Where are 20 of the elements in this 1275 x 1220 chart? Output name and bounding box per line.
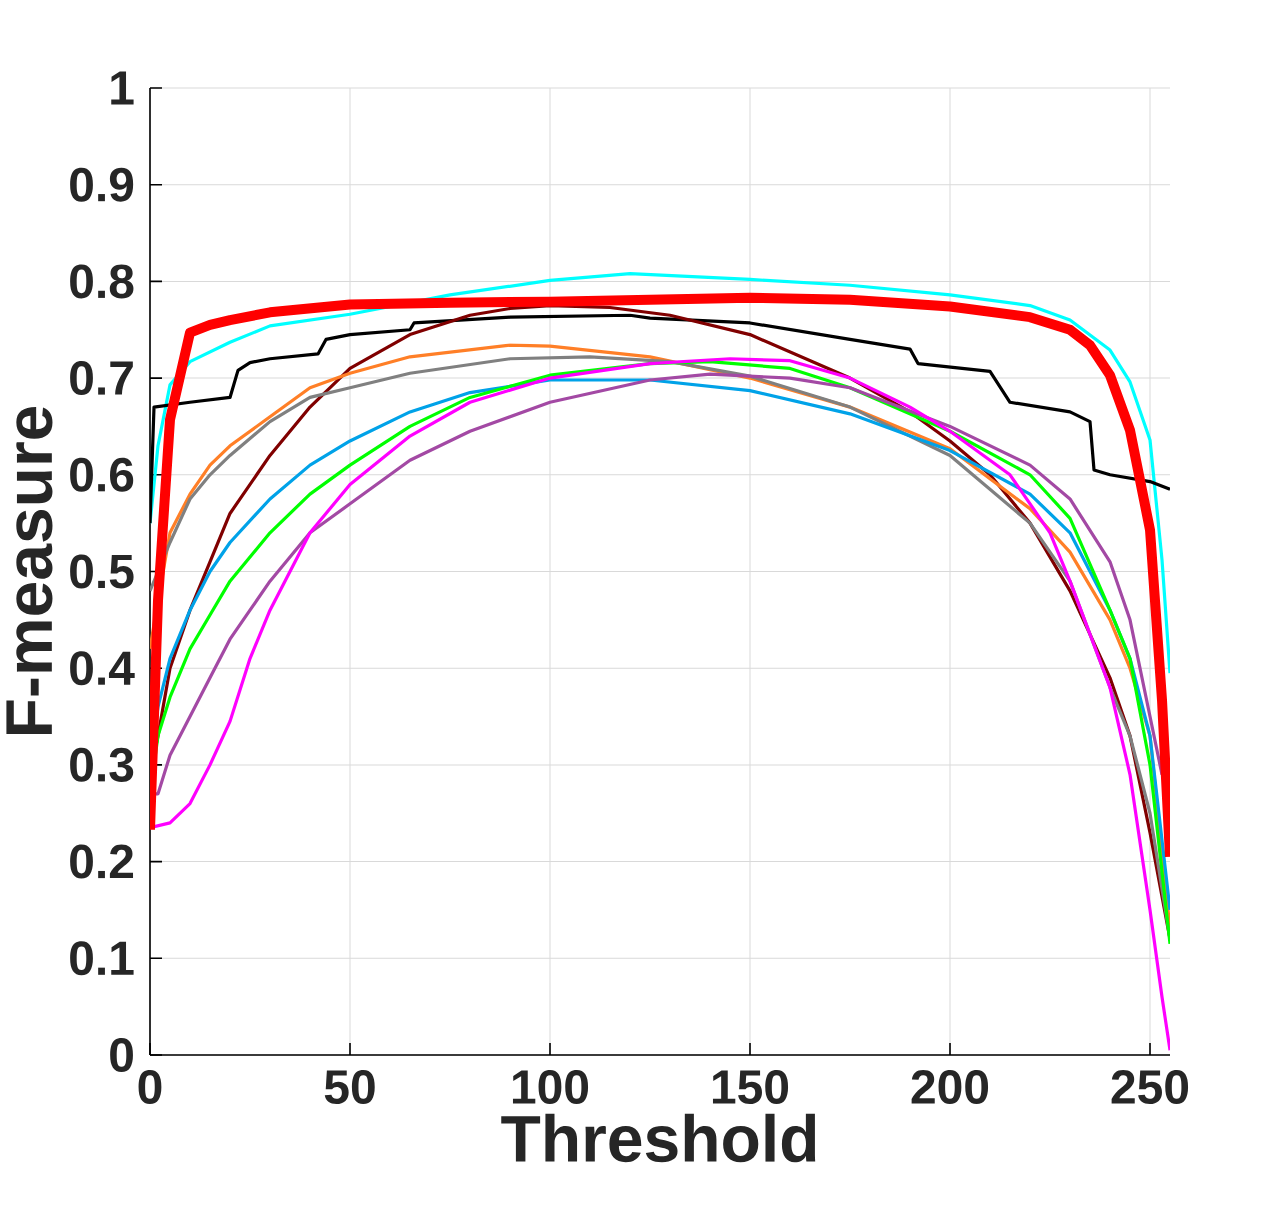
y-tick-label: 0.2 xyxy=(70,844,134,879)
y-tick-label: 0.7 xyxy=(70,361,133,396)
x-tick-label: 100 xyxy=(512,1070,589,1105)
x-tick-label: 50 xyxy=(324,1070,375,1105)
y-tick-label: 0.1 xyxy=(70,941,134,976)
x-tick-label: 0 xyxy=(138,1070,162,1105)
y-tick-label: 0.4 xyxy=(70,651,135,686)
y-tick-label: 0 xyxy=(110,1038,133,1072)
line-series xyxy=(150,272,1170,675)
y-axis-title: F-measure xyxy=(6,406,53,734)
y-tick-label: 0.3 xyxy=(70,747,134,782)
x-tick-label: 250 xyxy=(1111,1070,1189,1105)
y-tick-label: 0.9 xyxy=(70,167,134,202)
x-axis-title: Threshold xyxy=(501,1113,816,1163)
y-tick-label: 1 xyxy=(111,71,134,105)
y-tick-label: 0.6 xyxy=(70,457,134,492)
y-tick-label: 0.8 xyxy=(70,264,134,299)
x-tick-label: 150 xyxy=(712,1070,789,1105)
y-tick-label: 0.5 xyxy=(70,554,134,589)
x-tick-label: 200 xyxy=(911,1070,989,1105)
